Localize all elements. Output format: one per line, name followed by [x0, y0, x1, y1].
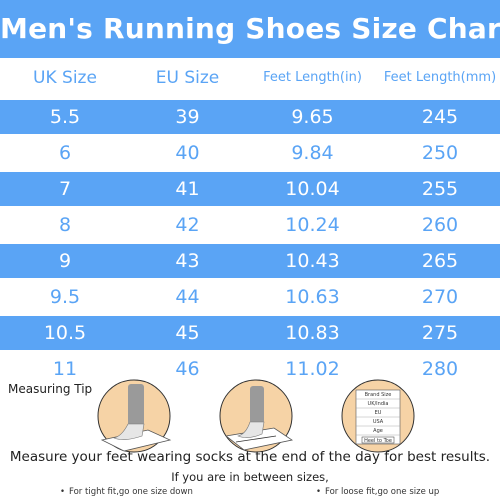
leg-icon: [250, 386, 264, 424]
cell-eu-size: 42: [175, 214, 200, 236]
size-card-illustration: Brand Size UK/India EU USA Age Heel to T…: [341, 379, 415, 453]
card-label: EU: [375, 410, 382, 416]
cell-feet-mm: 275: [421, 322, 459, 344]
header-feet-length-in: Feet Length(in): [263, 70, 362, 85]
table-row: 9.5 44 10.63 270: [0, 280, 500, 314]
foot-icon: [113, 423, 145, 440]
cell-feet-mm: 255: [421, 178, 459, 200]
length-line: [235, 435, 277, 443]
table-row: 7 41 10.04 255: [0, 172, 500, 206]
cell-eu-size: 39: [175, 106, 200, 128]
cell-uk-size: 7: [58, 178, 72, 200]
cell-feet-mm: 280: [421, 358, 459, 380]
table-row: 10.5 45 10.83 275: [0, 316, 500, 350]
header-feet-length-mm: Feet Length(mm): [383, 70, 497, 85]
tight-fit-tip: • For tight fit,go one size down: [60, 487, 193, 497]
tight-fit-text: For tight fit,go one size down: [69, 487, 193, 497]
cell-eu-size: 45: [175, 322, 200, 344]
heel-to-toe-illustration: [219, 379, 294, 453]
cell-eu-size: 44: [175, 286, 200, 308]
cell-feet-mm: 245: [421, 106, 459, 128]
cell-eu-size: 46: [175, 358, 200, 380]
cell-feet-in: 9.65: [291, 106, 334, 128]
table-row: 8 42 10.24 260: [0, 208, 500, 242]
card-label: Age: [373, 428, 383, 434]
cell-eu-size: 40: [175, 142, 200, 164]
measure-instruction: Measure your feet wearing socks at the e…: [9, 449, 491, 465]
chart-title: Men's Running Shoes Size Chart: [0, 0, 500, 58]
cell-feet-mm: 265: [421, 250, 459, 272]
cell-feet-in: 10.83: [285, 322, 340, 344]
cell-uk-size: 11: [52, 358, 78, 380]
size-table: 5.5 39 9.65 245 6 40 9.84 250 7 41 10.04…: [0, 100, 500, 388]
table-row: 5.5 39 9.65 245: [0, 100, 500, 134]
table-row: 6 40 9.84 250: [0, 136, 500, 170]
cell-feet-in: 10.04: [285, 178, 340, 200]
cell-eu-size: 43: [175, 250, 200, 272]
cell-uk-size: 10.5: [43, 322, 87, 344]
cell-eu-size: 41: [175, 178, 200, 200]
header-eu-size: EU Size: [155, 68, 220, 88]
cell-feet-in: 10.43: [285, 250, 340, 272]
cell-feet-in: 9.84: [291, 142, 334, 164]
header-uk-size: UK Size: [33, 68, 97, 88]
card-label: Brand Size: [365, 392, 392, 398]
cell-feet-mm: 250: [421, 142, 459, 164]
cell-feet-in: 10.63: [285, 286, 340, 308]
foot-icon: [237, 421, 265, 438]
cell-feet-in: 10.24: [285, 214, 340, 236]
leg-icon: [128, 384, 144, 426]
cell-feet-mm: 260: [421, 214, 459, 236]
loose-fit-text: For loose fit,go one size up: [325, 487, 440, 497]
loose-fit-tip: • For loose fit,go one size up: [316, 487, 439, 497]
measuring-tip-label: Measuring Tip: [8, 382, 93, 396]
between-sizes-text: If you are in between sizes,: [171, 470, 329, 484]
cell-uk-size: 8: [58, 214, 72, 236]
table-row: 9 43 10.43 265: [0, 244, 500, 278]
cell-feet-mm: 270: [421, 286, 459, 308]
card-label: Heel to Toe: [364, 438, 392, 444]
card-label: UK/India: [368, 401, 389, 407]
cell-feet-in: 11.02: [285, 358, 340, 380]
bullet-icon: •: [316, 487, 322, 497]
table-header: UK Size EU Size Feet Length(in) Feet Len…: [0, 58, 500, 98]
foot-on-paper-illustration: [97, 379, 172, 453]
card-label: USA: [373, 419, 384, 425]
cell-uk-size: 9.5: [49, 286, 81, 308]
bullet-icon: •: [60, 487, 66, 497]
cell-uk-size: 6: [58, 142, 72, 164]
cell-uk-size: 5.5: [49, 106, 81, 128]
cell-uk-size: 9: [58, 250, 72, 272]
